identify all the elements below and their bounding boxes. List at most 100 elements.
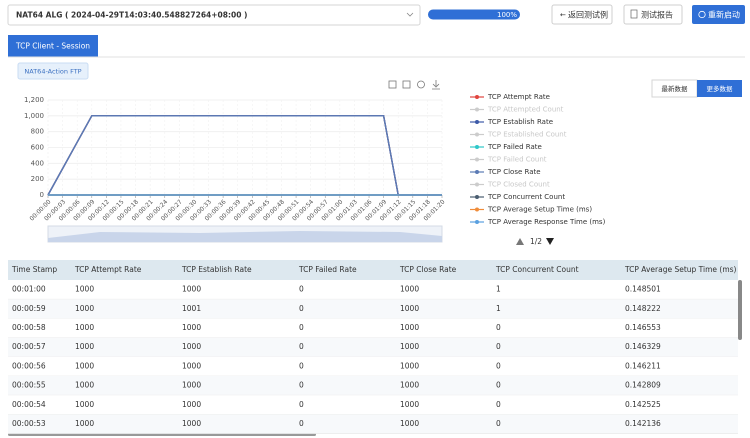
table-cell: 0 (496, 419, 501, 428)
zoom-icon[interactable] (389, 81, 396, 88)
table-header-cell: TCP Average Setup Time (ms) (624, 265, 737, 274)
table-cell: 0 (299, 361, 304, 370)
table-cell: 1000 (400, 285, 419, 294)
legend-label[interactable]: TCP Close Rate (487, 168, 541, 176)
table-cell: 0.146329 (625, 342, 661, 351)
y-tick-label: 1,000 (24, 112, 44, 120)
legend-label[interactable]: TCP Closed Count (487, 181, 550, 189)
legend-label[interactable]: TCP Attempted Count (487, 106, 564, 114)
table-cell: 1000 (75, 381, 94, 390)
table-cell: 0.146211 (625, 361, 661, 370)
series-line (48, 116, 442, 195)
table-cell: 1 (496, 285, 501, 294)
legend-label[interactable]: TCP Concurrent Count (487, 193, 565, 201)
legend-dot (475, 208, 479, 212)
table-cell: 1000 (400, 419, 419, 428)
table-cell: 00:00:55 (12, 381, 46, 390)
table-cell: 1000 (75, 285, 94, 294)
save-icon[interactable] (432, 80, 440, 89)
legend-dot (475, 145, 479, 149)
y-tick-label: 200 (31, 175, 44, 183)
legend-dot (475, 183, 479, 187)
series-line (48, 116, 442, 195)
table-cell: 00:00:56 (12, 361, 46, 370)
table-cell: 0 (496, 323, 501, 332)
legend-label[interactable]: TCP Established Count (487, 131, 567, 139)
table-cell: 1000 (182, 400, 201, 409)
table-cell: 00:00:54 (12, 400, 46, 409)
table-cell: 1000 (182, 381, 201, 390)
table-cell: 1000 (75, 361, 94, 370)
table-cell: 1000 (75, 342, 94, 351)
legend-label[interactable]: TCP Average Setup Time (ms) (487, 206, 592, 214)
table-cell: 0 (299, 419, 304, 428)
table-cell: 00:00:58 (12, 323, 46, 332)
table-cell: 1000 (400, 323, 419, 332)
table-cell: 1001 (182, 304, 201, 313)
restart-button-text: 重新启动 (708, 10, 740, 20)
table-cell: 1000 (182, 342, 201, 351)
back-button-text: 返回测试例 (568, 10, 608, 20)
series-line (48, 116, 442, 195)
table-cell: 0 (299, 304, 304, 313)
table-header-cell: Time Stamp (11, 265, 57, 274)
table-cell: 00:00:53 (12, 419, 46, 428)
table-cell: 1000 (400, 381, 419, 390)
legend-dot (475, 108, 479, 112)
y-tick-label: 0 (40, 191, 44, 199)
table-cell: 0 (299, 285, 304, 294)
table-cell: 0 (299, 342, 304, 351)
table-cell: 0 (496, 342, 501, 351)
restore-icon[interactable] (418, 81, 425, 88)
table-header-cell: TCP Close Rate (399, 265, 457, 274)
table-cell: 0 (496, 400, 501, 409)
zoom-reset-icon[interactable] (403, 81, 410, 88)
table-cell: 1000 (75, 400, 94, 409)
table-cell: 0 (299, 323, 304, 332)
table-cell: 1000 (182, 361, 201, 370)
chart-toolbox (389, 80, 440, 89)
legend-label[interactable]: TCP Average Response Time (ms) (487, 218, 606, 226)
legend-prev[interactable] (516, 238, 524, 245)
table-cell: 0.142136 (625, 419, 661, 428)
report-button-text: 测试报告 (641, 10, 673, 20)
table-header-cell: TCP Attempt Rate (74, 265, 142, 274)
table-cell: 0.142525 (625, 400, 661, 409)
progress-label: 100% (497, 11, 517, 19)
table-cell: 1000 (75, 419, 94, 428)
table-cell: 00:01:00 (12, 285, 46, 294)
table-cell: 0 (299, 381, 304, 390)
legend-dot (475, 120, 479, 124)
table-cell: 0.148501 (625, 285, 661, 294)
more-data-text: 更多数据 (707, 84, 734, 93)
latest-data-text: 最新数据 (662, 84, 689, 93)
table-cell: 0 (299, 400, 304, 409)
vertical-scrollbar[interactable] (738, 280, 742, 340)
legend-label[interactable]: TCP Establish Rate (487, 118, 553, 126)
legend-dot (475, 195, 479, 199)
legend-next[interactable] (546, 238, 554, 245)
table-header-cell: TCP Establish Rate (181, 265, 252, 274)
table-cell: 1000 (400, 342, 419, 351)
y-tick-label: 600 (31, 144, 44, 152)
table-cell: 1000 (400, 304, 419, 313)
legend-label[interactable]: TCP Failed Count (487, 156, 547, 164)
back-icon: ← (560, 11, 566, 19)
legend-dot (475, 95, 479, 99)
data-zoom-shadow (48, 231, 442, 242)
table-cell: 1000 (182, 285, 201, 294)
legend-page: 1/2 (530, 237, 542, 246)
y-tick-label: 800 (31, 128, 44, 136)
legend-label[interactable]: TCP Failed Rate (487, 143, 542, 151)
legend-dot (475, 170, 479, 174)
legend-label[interactable]: TCP Attempt Rate (487, 93, 550, 101)
table-header-cell: TCP Concurrent Count (495, 265, 579, 274)
table-cell: 1000 (75, 304, 94, 313)
table-cell: 00:00:59 (12, 304, 46, 313)
table-cell: 0.146553 (625, 323, 661, 332)
table-cell: 1000 (182, 419, 201, 428)
table-cell: 0 (496, 361, 501, 370)
table-cell: 1 (496, 304, 501, 313)
table-cell: 00:00:57 (12, 342, 46, 351)
